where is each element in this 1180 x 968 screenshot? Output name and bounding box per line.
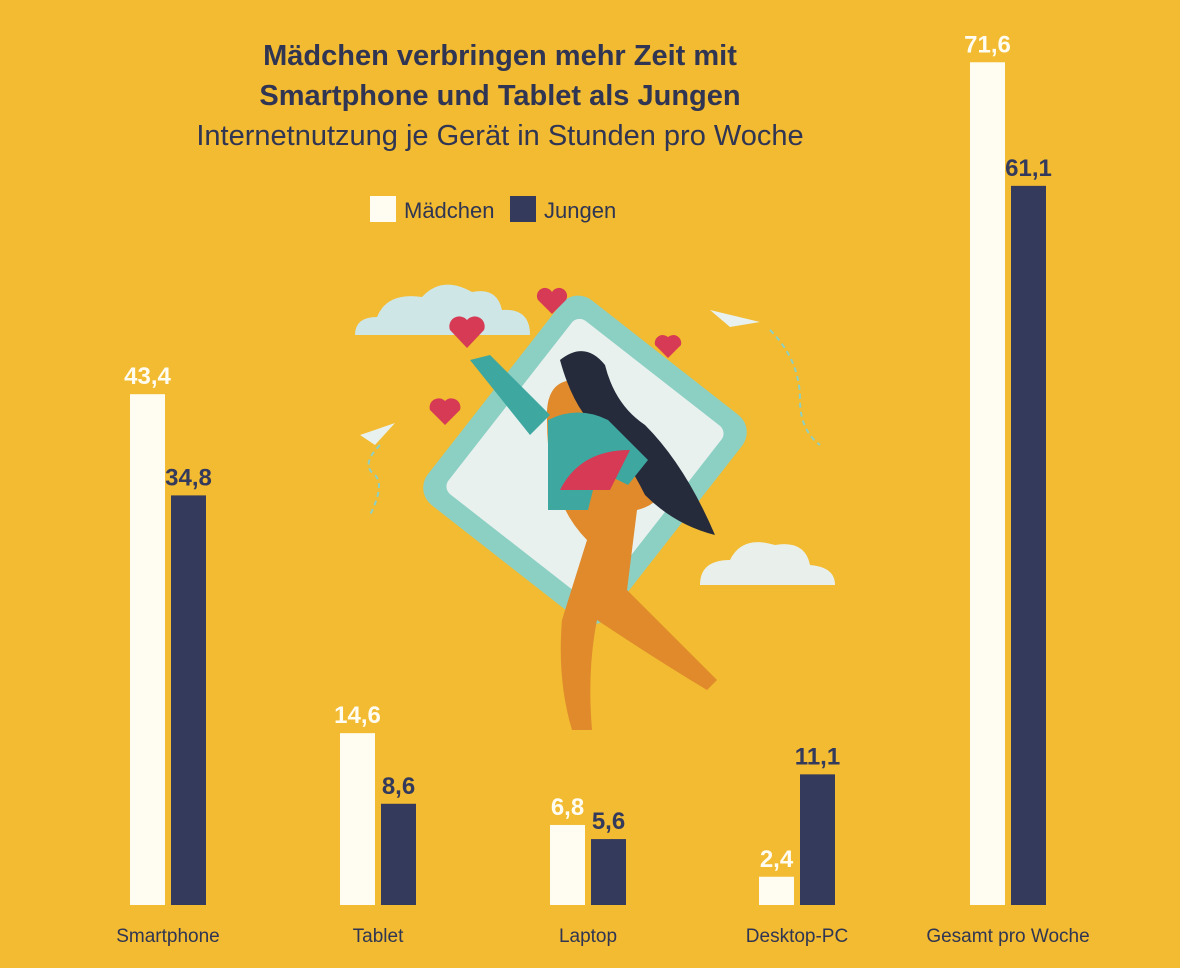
value-label: 61,1 — [1005, 155, 1052, 182]
bar — [591, 839, 626, 905]
bar — [800, 774, 835, 905]
value-label: 14,6 — [334, 702, 381, 729]
value-label: 2,4 — [760, 846, 794, 873]
x-tick-label: Smartphone — [116, 926, 220, 947]
bar — [550, 824, 585, 905]
value-label: 6,8 — [551, 794, 584, 821]
value-label: 43,4 — [124, 363, 171, 390]
heart — [654, 335, 682, 358]
x-tick-label: Tablet — [353, 926, 404, 947]
bar — [759, 876, 794, 905]
flight-path — [367, 329, 821, 516]
bar — [381, 803, 416, 905]
bar — [970, 62, 1005, 905]
x-tick-label: Gesamt pro Woche — [926, 926, 1089, 947]
bar — [340, 733, 375, 905]
legend-swatch — [510, 196, 536, 222]
bar — [171, 495, 206, 905]
value-label: 8,6 — [382, 773, 415, 800]
illustration — [355, 284, 835, 730]
heart — [449, 316, 485, 348]
value-label: 71,6 — [964, 31, 1011, 58]
x-tick-label: Laptop — [559, 926, 617, 947]
heart — [536, 287, 568, 314]
bar — [130, 394, 165, 905]
legend-label: Jungen — [544, 198, 616, 223]
value-label: 11,1 — [795, 743, 840, 770]
chart-title: Mädchen verbringen mehr Zeit mit Smartph… — [259, 40, 741, 112]
legend-swatch — [370, 196, 396, 222]
x-tick-label: Desktop-PC — [746, 926, 848, 947]
value-label: 34,8 — [165, 464, 212, 491]
cloud — [700, 542, 835, 585]
chart-subtitle: Internetnutzung je Gerät in Stunden pro … — [196, 120, 804, 152]
legend-label: Mädchen — [404, 198, 495, 223]
bar — [1011, 185, 1046, 905]
cloud — [355, 284, 530, 335]
hearts-bundle — [560, 450, 630, 490]
hair — [560, 351, 715, 535]
heart — [429, 398, 461, 425]
value-label: 5,6 — [592, 808, 625, 835]
